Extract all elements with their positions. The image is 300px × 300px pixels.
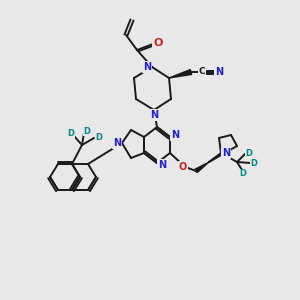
Text: O: O xyxy=(179,162,187,172)
Text: N: N xyxy=(215,67,223,77)
Text: O: O xyxy=(153,38,163,48)
Text: N: N xyxy=(158,160,166,170)
Text: D: D xyxy=(68,130,74,139)
Text: N: N xyxy=(150,110,158,120)
Text: D: D xyxy=(245,148,253,158)
Text: C: C xyxy=(199,68,205,76)
Text: D: D xyxy=(95,134,103,142)
Text: N: N xyxy=(113,138,121,148)
Text: D: D xyxy=(239,169,247,178)
Polygon shape xyxy=(195,162,209,172)
Text: N: N xyxy=(171,130,179,140)
Text: N: N xyxy=(222,148,230,158)
Text: D: D xyxy=(250,158,257,167)
Text: N: N xyxy=(143,62,151,72)
Polygon shape xyxy=(169,70,192,78)
Text: D: D xyxy=(83,127,91,136)
